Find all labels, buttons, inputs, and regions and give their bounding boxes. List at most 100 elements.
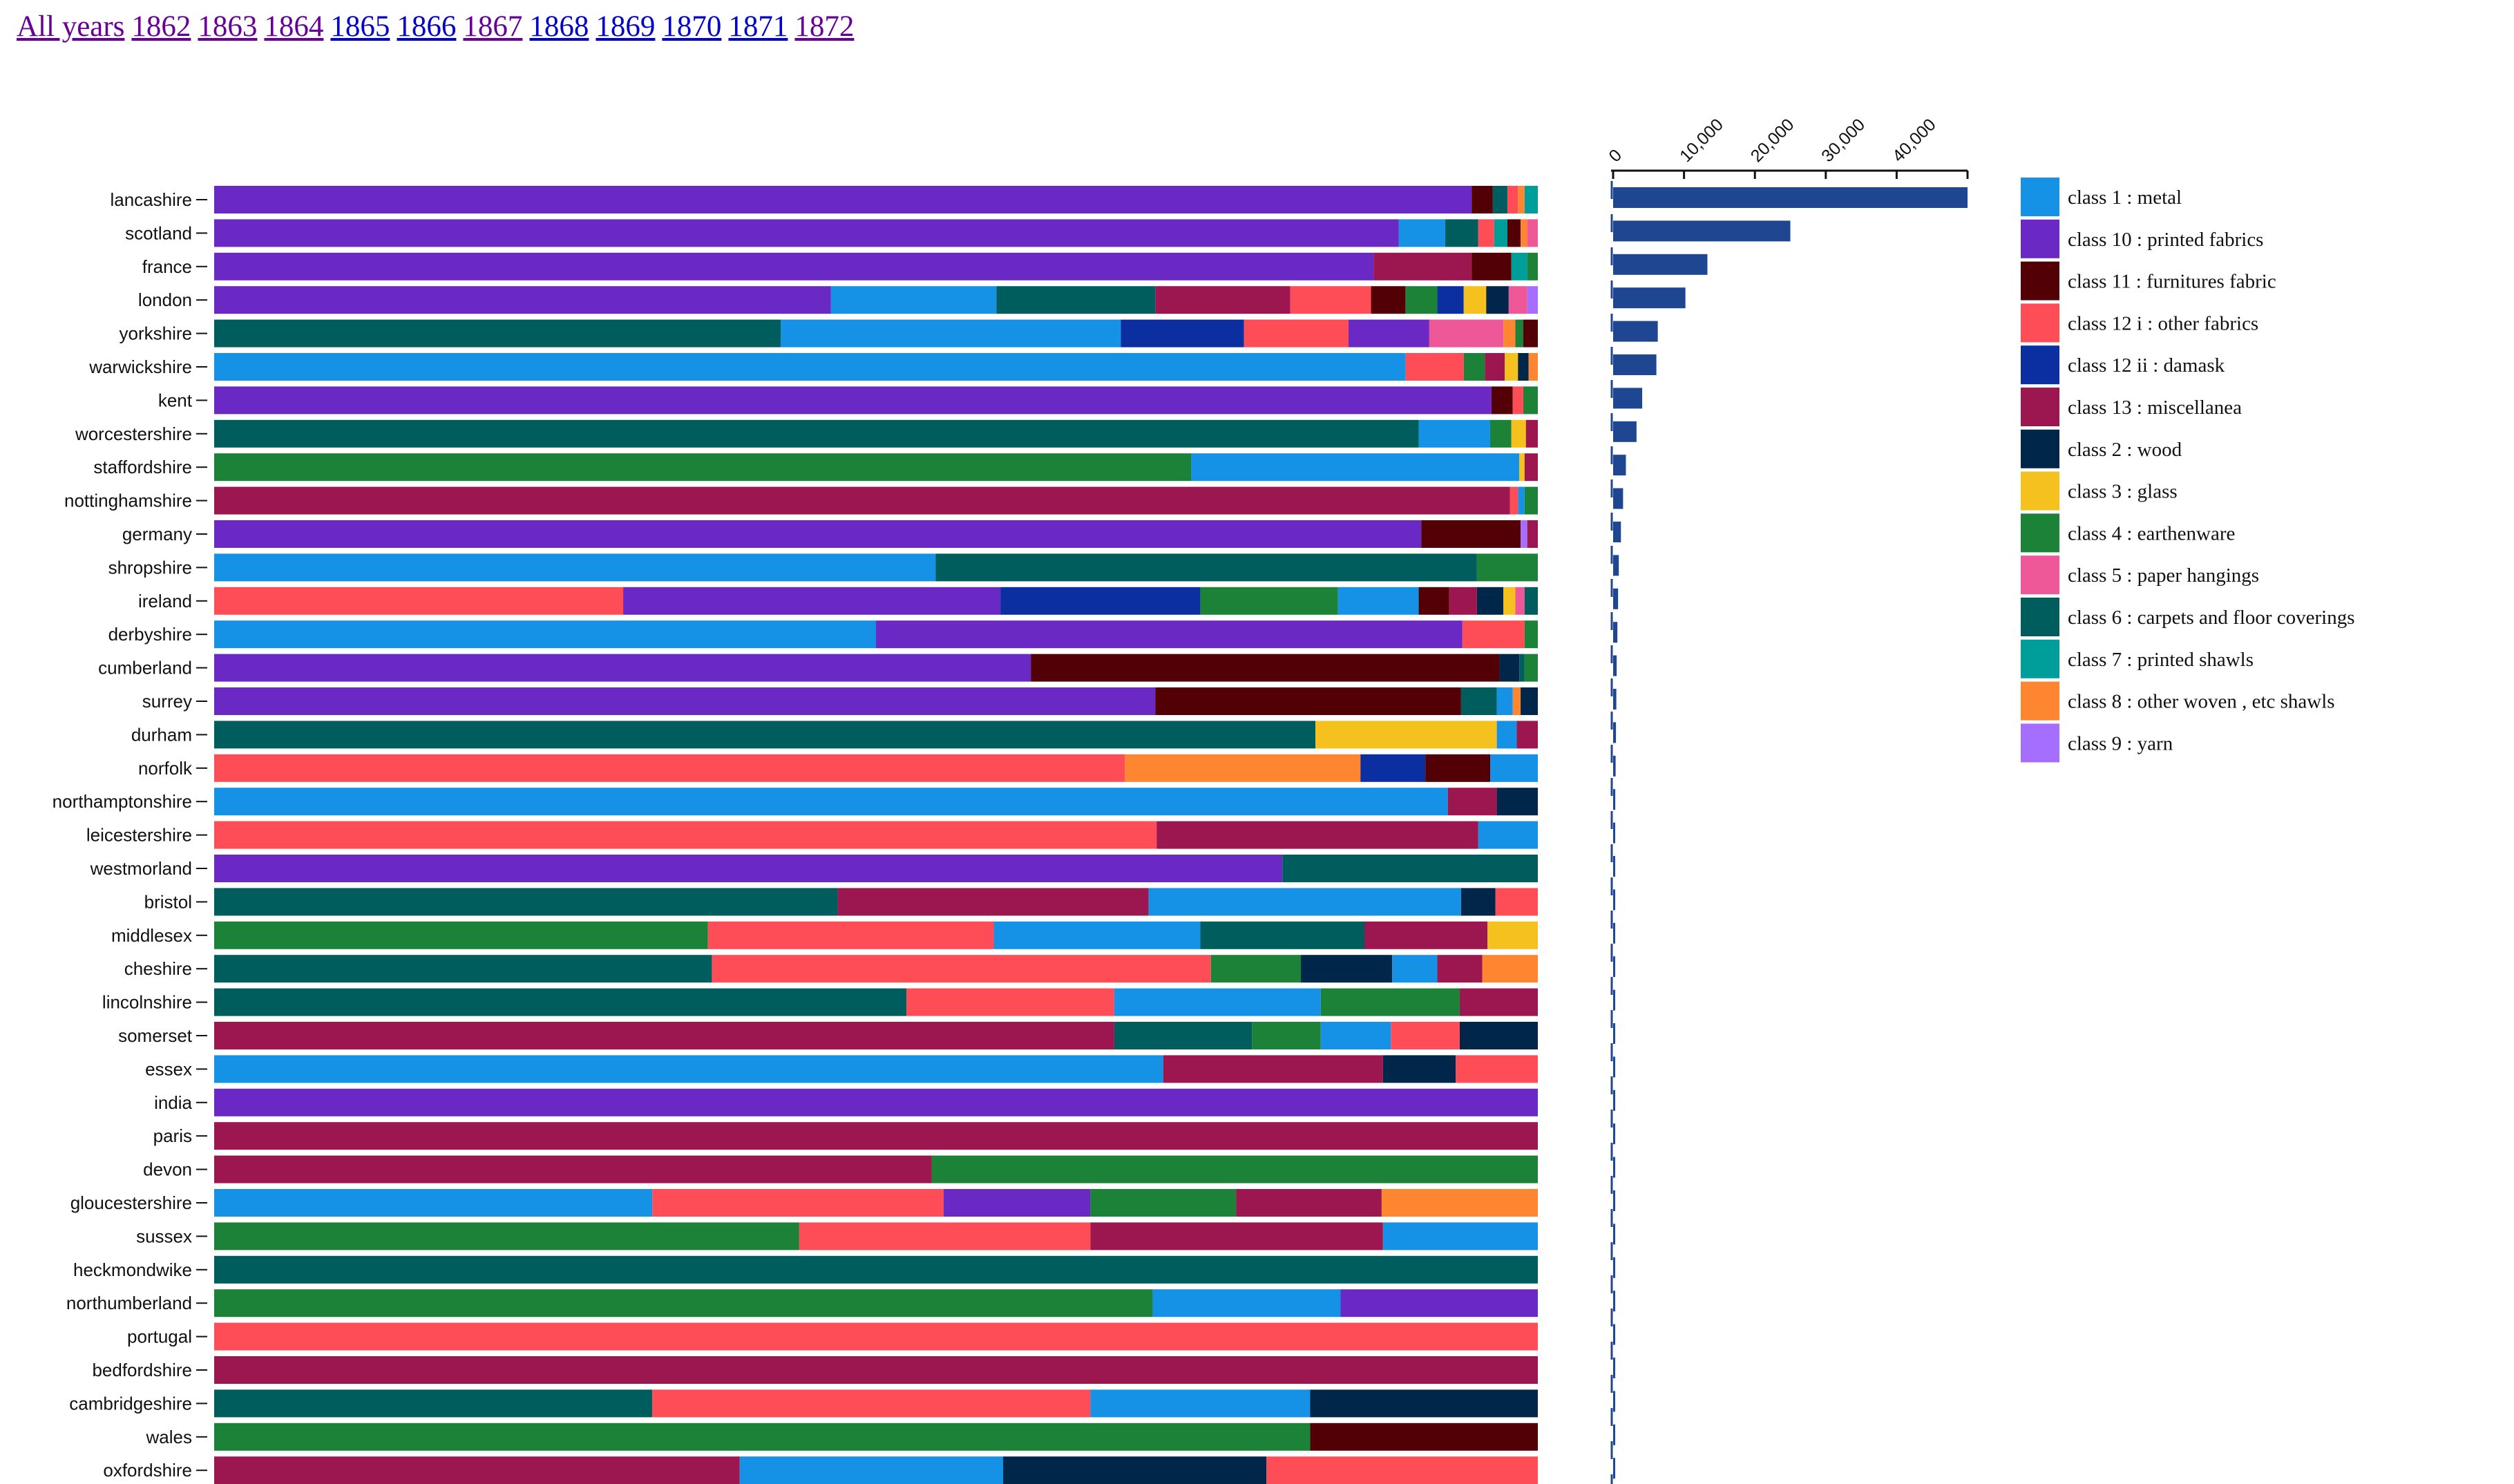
- segment[interactable]: [1492, 186, 1507, 213]
- year-link-all-years[interactable]: All years: [17, 10, 125, 43]
- segment[interactable]: [1528, 353, 1538, 381]
- segment[interactable]: [1382, 1222, 1538, 1250]
- segment[interactable]: [214, 1289, 1153, 1317]
- total-bar[interactable]: [1613, 287, 1686, 309]
- segment[interactable]: [214, 921, 708, 949]
- segment[interactable]: [214, 286, 831, 314]
- segment[interactable]: [214, 754, 1125, 782]
- total-bar[interactable]: [1613, 922, 1615, 944]
- segment[interactable]: [1527, 219, 1538, 247]
- segment[interactable]: [1499, 654, 1520, 682]
- segment[interactable]: [214, 486, 1510, 515]
- segment[interactable]: [1521, 687, 1538, 715]
- year-link-1866[interactable]: 1866: [397, 10, 457, 43]
- segment[interactable]: [1156, 821, 1478, 849]
- segment[interactable]: [214, 620, 876, 649]
- segment[interactable]: [1425, 754, 1491, 782]
- segment[interactable]: [214, 1189, 653, 1217]
- segment[interactable]: [1125, 754, 1361, 782]
- segment[interactable]: [1360, 754, 1426, 782]
- total-bar[interactable]: [1613, 220, 1791, 242]
- segment[interactable]: [1527, 286, 1538, 314]
- legend-item[interactable]: class 6 : carpets and floor coverings: [2021, 598, 2355, 636]
- segment[interactable]: [1320, 1022, 1391, 1049]
- segment[interactable]: [1456, 1055, 1538, 1083]
- segment[interactable]: [1114, 1022, 1253, 1049]
- segment[interactable]: [1382, 1055, 1456, 1083]
- total-bar[interactable]: [1613, 588, 1619, 609]
- year-link-1869[interactable]: 1869: [596, 10, 656, 43]
- segment[interactable]: [1152, 1289, 1341, 1317]
- segment[interactable]: [1405, 286, 1438, 314]
- legend-item[interactable]: class 9 : yarn: [2021, 723, 2173, 763]
- total-bar[interactable]: [1613, 956, 1615, 978]
- segment[interactable]: [214, 453, 1192, 482]
- total-bar[interactable]: [1613, 689, 1617, 710]
- segment[interactable]: [1163, 1055, 1383, 1083]
- segment[interactable]: [1510, 486, 1518, 515]
- segment[interactable]: [1381, 1189, 1538, 1217]
- segment[interactable]: [1507, 186, 1518, 213]
- segment[interactable]: [1521, 520, 1527, 548]
- segment[interactable]: [1445, 219, 1478, 247]
- segment[interactable]: [1114, 988, 1321, 1016]
- segment[interactable]: [1511, 419, 1526, 448]
- segment[interactable]: [1337, 587, 1419, 615]
- segment[interactable]: [1496, 687, 1513, 715]
- total-bar[interactable]: [1613, 722, 1617, 743]
- total-bar[interactable]: [1613, 822, 1615, 844]
- total-bar[interactable]: [1613, 1023, 1615, 1044]
- segment[interactable]: [214, 553, 936, 582]
- legend-item[interactable]: class 7 : printed shawls: [2021, 639, 2254, 678]
- segment[interactable]: [1392, 955, 1438, 983]
- segment[interactable]: [707, 921, 994, 949]
- segment[interactable]: [214, 1088, 1538, 1116]
- segment[interactable]: [1310, 1423, 1538, 1451]
- segment[interactable]: [1315, 721, 1497, 749]
- segment[interactable]: [1090, 1389, 1311, 1418]
- segment[interactable]: [214, 520, 1422, 548]
- segment[interactable]: [1519, 654, 1525, 682]
- segment[interactable]: [214, 1055, 1163, 1083]
- segment[interactable]: [1090, 1222, 1383, 1250]
- segment[interactable]: [1155, 687, 1461, 715]
- segment[interactable]: [652, 1189, 944, 1217]
- segment[interactable]: [214, 1022, 1114, 1049]
- segment[interactable]: [652, 1389, 1091, 1418]
- segment[interactable]: [876, 620, 1463, 649]
- segment[interactable]: [1485, 353, 1505, 381]
- total-bar[interactable]: [1613, 388, 1643, 409]
- legend-item[interactable]: class 10 : printed fabrics: [2021, 219, 2263, 258]
- segment[interactable]: [214, 386, 1492, 415]
- total-bar[interactable]: [1613, 1157, 1615, 1178]
- total-bar[interactable]: [1613, 755, 1616, 777]
- segment[interactable]: [739, 1456, 1003, 1484]
- segment[interactable]: [1503, 319, 1516, 348]
- segment[interactable]: [1518, 353, 1529, 381]
- total-bar[interactable]: [1613, 321, 1658, 342]
- segment[interactable]: [1519, 453, 1525, 482]
- total-bar[interactable]: [1613, 1291, 1615, 1312]
- segment[interactable]: [837, 888, 1149, 916]
- segment[interactable]: [214, 1122, 1538, 1150]
- segment[interactable]: [214, 888, 838, 916]
- segment[interactable]: [1524, 620, 1538, 649]
- total-bar[interactable]: [1613, 1123, 1615, 1145]
- segment[interactable]: [906, 988, 1114, 1016]
- year-link-1865[interactable]: 1865: [330, 10, 390, 43]
- segment[interactable]: [1476, 553, 1538, 582]
- segment[interactable]: [214, 186, 1472, 213]
- segment[interactable]: [799, 1222, 1091, 1250]
- segment[interactable]: [1429, 319, 1504, 348]
- segment[interactable]: [1459, 988, 1538, 1016]
- legend-item[interactable]: class 11 : furnitures fabric: [2021, 261, 2276, 301]
- segment[interactable]: [1512, 687, 1521, 715]
- segment[interactable]: [1508, 286, 1527, 314]
- segment[interactable]: [1512, 386, 1523, 415]
- total-bar[interactable]: [1613, 622, 1618, 643]
- segment[interactable]: [1244, 319, 1349, 348]
- segment[interactable]: [1523, 319, 1538, 348]
- segment[interactable]: [1155, 286, 1291, 314]
- segment[interactable]: [214, 319, 781, 348]
- segment[interactable]: [1524, 486, 1538, 515]
